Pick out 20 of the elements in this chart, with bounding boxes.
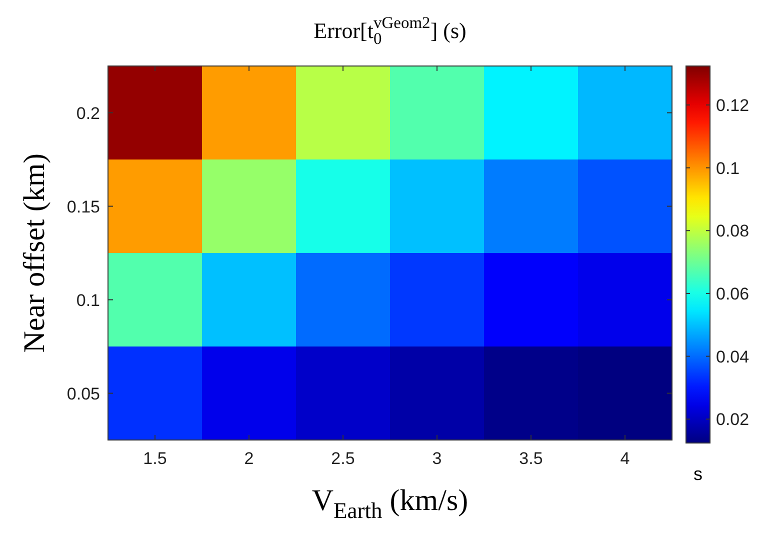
color-bar-label: 0.06 [716, 284, 750, 304]
color-bar-label: 0.08 [716, 222, 750, 241]
y-axis-title: Near offset (km) [18, 153, 51, 353]
y-tick-label: 0.05 [66, 384, 100, 404]
x-tick-label: 3.5 [519, 449, 543, 468]
color-bar-label: 0.04 [716, 347, 750, 366]
color-bar-label: 0.1 [716, 158, 740, 178]
x-tick-label: 2 [244, 449, 254, 468]
y-tick-label: 0.15 [66, 197, 100, 216]
x-tick-label: 3 [432, 449, 442, 468]
x-tick-label: 4 [620, 449, 630, 468]
y-tick-label: 0.2 [76, 104, 100, 123]
y-tick-label: 0.1 [76, 290, 100, 310]
chart-title: Error[t$_{0}$$^{vGeom2}$] (s) [314, 12, 466, 48]
color-bar-label: 0.12 [716, 96, 750, 115]
color-bar-title: s [694, 464, 702, 484]
x-tick-label: 2.5 [331, 449, 355, 468]
x-tick-label: 1.5 [143, 449, 167, 468]
x-axis-title: V$_{Earth}$ (km/s) [312, 484, 468, 524]
color-bar-label: 0.02 [716, 410, 750, 430]
